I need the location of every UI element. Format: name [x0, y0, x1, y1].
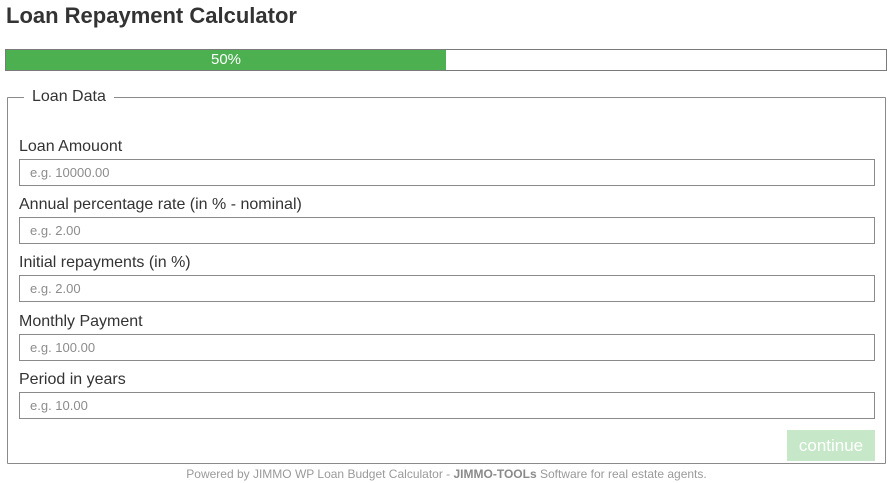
apr-group: Annual percentage rate (in % - nominal): [19, 196, 875, 244]
apr-label: Annual percentage rate (in % - nominal): [19, 196, 302, 213]
footer: Powered by JIMMO WP Loan Budget Calculat…: [0, 466, 893, 482]
page-title: Loan Repayment Calculator: [6, 3, 297, 28]
footer-brand[interactable]: JIMMO-TOOLs: [453, 467, 537, 481]
period-group: Period in years: [19, 371, 875, 419]
loan-amount-label: Loan Amouont: [19, 138, 123, 155]
initial-repayment-input[interactable]: [19, 275, 875, 302]
fieldset-legend: Loan Data: [32, 88, 106, 105]
monthly-payment-group: Monthly Payment: [19, 313, 875, 361]
footer-suffix: Software for real estate agents.: [536, 467, 707, 481]
loan-amount-group: Loan Amouont: [19, 138, 875, 186]
footer-prefix: Powered by JIMMO WP Loan Budget Calculat…: [186, 467, 454, 481]
apr-input[interactable]: [19, 217, 875, 244]
initial-repayment-label: Initial repayments (in %): [19, 254, 191, 271]
loan-amount-input[interactable]: [19, 159, 875, 186]
progress-fill: 50%: [6, 50, 446, 70]
initial-repayment-group: Initial repayments (in %): [19, 254, 875, 302]
period-input[interactable]: [19, 392, 875, 419]
monthly-payment-label: Monthly Payment: [19, 313, 143, 330]
loan-data-fieldset: Loan Data Loan Amouont Annual percentage…: [7, 88, 886, 464]
period-label: Period in years: [19, 371, 126, 388]
continue-button[interactable]: continue: [787, 430, 875, 461]
monthly-payment-input[interactable]: [19, 334, 875, 361]
progress-bar: 50%: [5, 49, 887, 71]
